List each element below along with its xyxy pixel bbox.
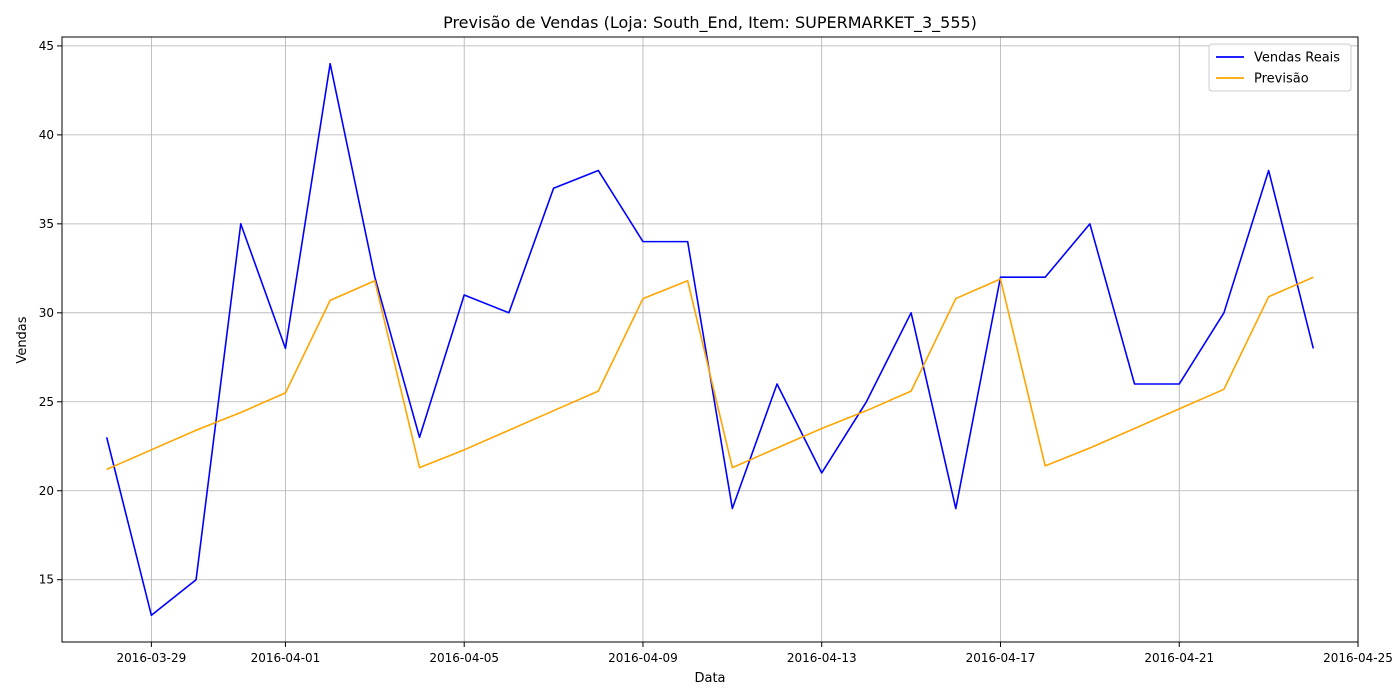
series-line-0	[105, 62, 1315, 617]
x-tick-label: 2016-04-21	[1144, 651, 1214, 665]
y-tick-label: 20	[39, 484, 54, 498]
chart-title: Previsão de Vendas (Loja: South_End, Ite…	[443, 13, 977, 33]
x-axis: 2016-03-29 2016-04-01 2016-04-05 2016-04-09…	[117, 642, 1393, 665]
grid-lines	[62, 37, 1359, 642]
y-tick-label: 35	[39, 217, 54, 231]
y-tick-label: 30	[39, 306, 54, 320]
x-tick-label: 2016-04-01	[251, 651, 321, 665]
x-tick-label: 2016-04-13	[787, 651, 857, 665]
y-tick-label: 25	[39, 395, 54, 409]
x-tick-label: 2016-04-17	[966, 651, 1036, 665]
x-tick-label: 2016-04-09	[608, 651, 678, 665]
series-line-1	[106, 276, 1314, 471]
x-tick-label: 2016-04-25	[1323, 651, 1393, 665]
legend-label: Previsão	[1254, 72, 1309, 87]
series-group	[105, 62, 1315, 617]
legend-label: Vendas Reais	[1254, 51, 1340, 66]
y-axis-label: Vendas	[15, 316, 30, 363]
x-tick-label: 2016-03-29	[117, 651, 187, 665]
x-tick-label: 2016-04-05	[429, 651, 499, 665]
y-axis: 15 20 25 30 35 40 45	[39, 39, 62, 587]
plot-area-frame	[61, 36, 1359, 643]
legend: Vendas Reais Previsão	[1208, 43, 1352, 92]
y-tick-label: 15	[39, 573, 54, 587]
y-tick-label: 40	[39, 128, 54, 142]
legend-box	[1208, 43, 1352, 92]
x-axis-label: Data	[694, 671, 725, 686]
y-tick-label: 45	[39, 39, 54, 53]
